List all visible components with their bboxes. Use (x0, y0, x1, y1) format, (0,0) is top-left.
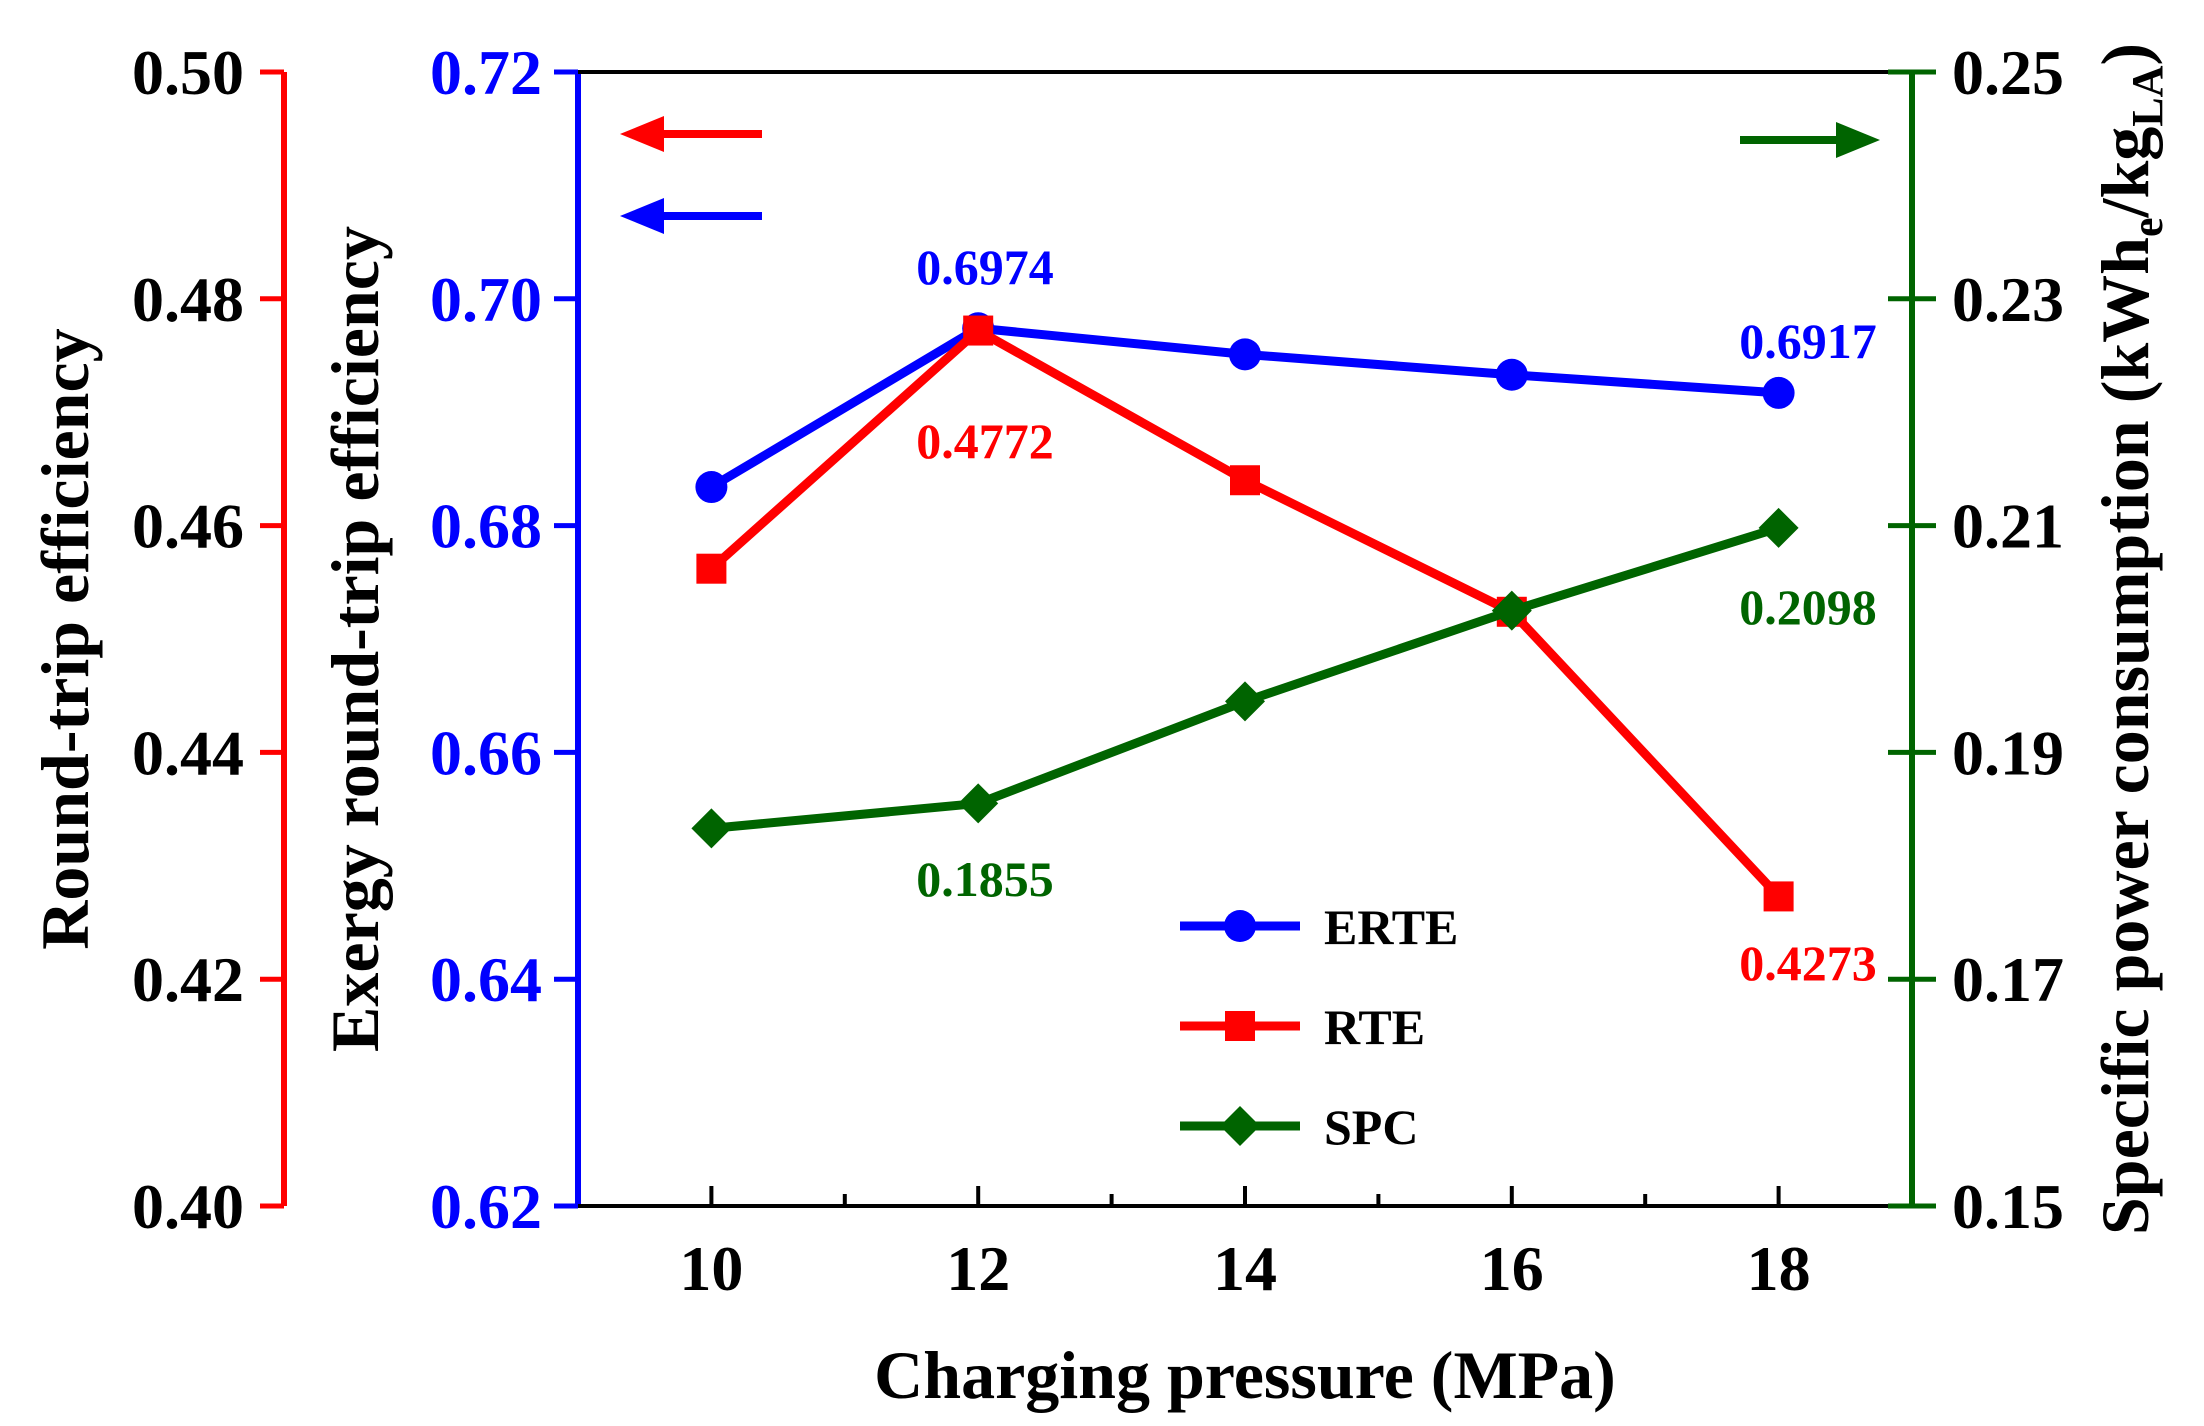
erte-tick-label: 0.66 (430, 717, 542, 788)
series-rte (696, 315, 1794, 912)
series-rte-point (1763, 881, 1794, 912)
legend-label-rte: RTE (1324, 999, 1425, 1055)
x-tick-label: 18 (1747, 1233, 1811, 1304)
data-annotation-label: 0.4273 (1739, 935, 1877, 991)
legend: ERTE RTE SPC (1180, 899, 1458, 1155)
data-annotation-label: 0.1855 (916, 851, 1054, 907)
data-annotation-label: 0.4772 (916, 413, 1054, 469)
spc-title-sub-e: e (2123, 217, 2172, 237)
spc-tick-label: 0.15 (1952, 1171, 2064, 1242)
series-spc-point (1758, 507, 1799, 548)
data-annotation-label: 0.6917 (1739, 313, 1877, 369)
series-erte-point (695, 471, 728, 504)
erte-tick-label: 0.68 (430, 491, 542, 562)
rte-tick-label: 0.42 (132, 944, 244, 1015)
series-spc-point (958, 783, 999, 824)
rte-axis-title: Round-trip efficiency (27, 328, 103, 949)
series-erte-point (1762, 376, 1795, 409)
data-annotation-label: 0.6974 (916, 239, 1054, 295)
series-spc-line (710, 523, 1780, 833)
x-tick-label: 10 (679, 1233, 743, 1304)
legend-marker-erte (1224, 910, 1256, 942)
rte-tick-label: 0.46 (132, 491, 244, 562)
spc-tick-label: 0.25 (1952, 37, 2064, 108)
rte-arrow-left-head (620, 116, 664, 152)
erte-arrow-left (620, 198, 762, 234)
legend-label-spc: SPC (1324, 1099, 1418, 1155)
series-spc-point (691, 808, 732, 849)
erte-tick-label: 0.72 (430, 37, 542, 108)
series-spc-point (1491, 590, 1532, 631)
x-axis-title: Charging pressure (MPa) (874, 1337, 1616, 1413)
rte-arrow-left (620, 116, 762, 152)
spc-title-sub-la: LA (2123, 65, 2172, 126)
rte-tick-label: 0.40 (132, 1171, 244, 1242)
x-tick-label: 12 (946, 1233, 1010, 1304)
spc-title-end: ) (2087, 43, 2163, 66)
spc-title-mid: /kg (2087, 127, 2163, 219)
series-rte-point (696, 553, 727, 584)
series-spc-point (1225, 681, 1265, 722)
spc-title-main: Specific power consumption (kWh (2087, 237, 2163, 1235)
x-tick-label: 14 (1213, 1233, 1277, 1304)
spc-tick-label: 0.17 (1952, 944, 2064, 1015)
x-tick-label: 16 (1480, 1233, 1544, 1304)
erte-tick-label: 0.62 (430, 1171, 542, 1242)
spc-tick-label: 0.23 (1952, 264, 2064, 335)
legend-marker-rte (1225, 1011, 1255, 1041)
spc-tick-label: 0.21 (1952, 491, 2064, 562)
rte-tick-label: 0.50 (132, 37, 244, 108)
erte-axis-title: Exergy round-trip efficiency (317, 226, 393, 1052)
spc-axis-title: Specific power consumption (kWhe/kgLA) (2087, 43, 2172, 1235)
series-erte-point (1495, 358, 1528, 391)
erte-tick-label: 0.64 (430, 944, 542, 1015)
rte-tick-label: 0.44 (132, 717, 244, 788)
legend-label-erte: ERTE (1324, 899, 1458, 955)
spc-tick-label: 0.19 (1952, 717, 2064, 788)
spc-arrow-right-head (1836, 122, 1880, 158)
erte-arrow-left-head (620, 198, 664, 234)
data-annotation-label: 0.2098 (1739, 579, 1877, 635)
series-erte-point (1229, 338, 1261, 371)
rte-tick-label: 0.48 (132, 264, 244, 335)
erte-tick-label: 0.70 (430, 264, 542, 335)
series-rte-point (1230, 465, 1260, 496)
series-spc (691, 507, 1799, 849)
spc-arrow-right (1740, 122, 1880, 158)
series-rte-point (963, 315, 994, 346)
legend-marker-spc (1220, 1106, 1260, 1146)
